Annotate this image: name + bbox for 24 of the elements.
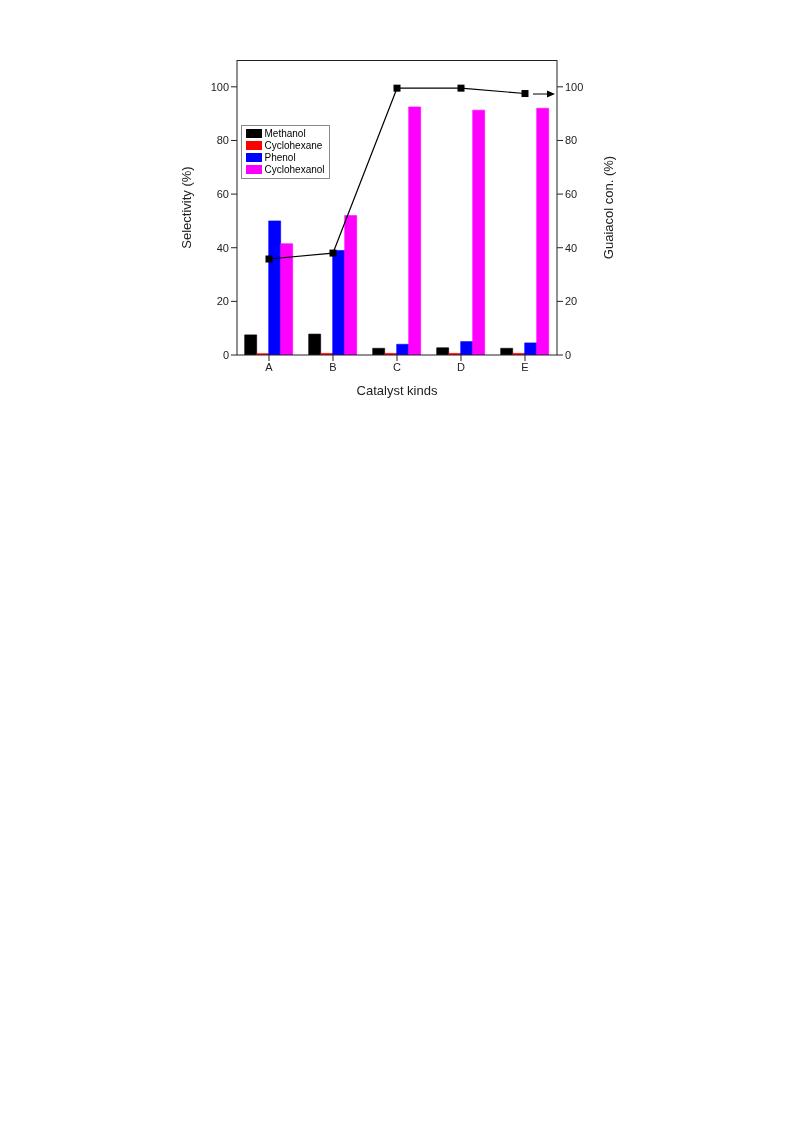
y-tick-label: 20 [216, 295, 229, 308]
x-tick-label: D [456, 360, 465, 373]
y-tick-label: 60 [216, 188, 229, 200]
y-tick-label: 100 [210, 80, 229, 93]
y-axis-title: Selectivity (%) [178, 166, 194, 249]
legend-label: Phenol [264, 151, 296, 164]
y2-tick-label: 20 [564, 295, 577, 308]
x-tick-label: A [264, 360, 273, 373]
x-tick-label: E [520, 360, 529, 373]
y-tick-label: 0 [222, 348, 229, 361]
x-tick-label: C [392, 360, 401, 373]
y2-tick-label: 0 [564, 348, 571, 361]
y-tick-label: 80 [216, 134, 229, 147]
y2-tick-label: 100 [564, 80, 583, 93]
x-tick-label: B [328, 360, 337, 373]
y2-tick-label: 80 [564, 134, 577, 147]
x-axis-title: Catalyst kinds [356, 383, 438, 398]
legend-label: Methanol [264, 127, 306, 140]
legend-label: Cyclohexane [264, 139, 323, 152]
y2-tick-label: 40 [564, 241, 577, 254]
legend-label: Cyclohexanol [264, 163, 325, 176]
y2-tick-label: 60 [564, 188, 577, 200]
y2-axis-title: Guaiacol con. (%) [600, 155, 616, 260]
y-tick-label: 40 [216, 241, 229, 254]
